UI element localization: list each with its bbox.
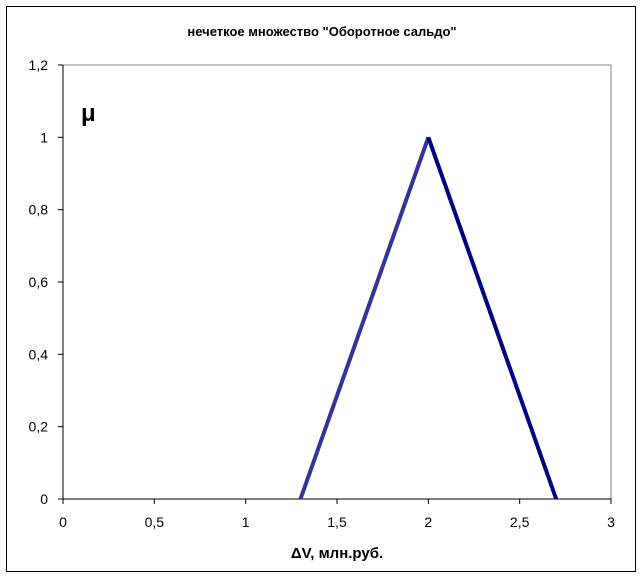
x-tick-label: 0 <box>59 514 67 530</box>
x-tick-label: 3 <box>607 514 615 530</box>
x-tick-label: 2 <box>424 514 432 530</box>
x-tick-label: 1,5 <box>327 514 347 530</box>
y-tick-label: 0,2 <box>29 419 49 435</box>
y-axis: 0 0,2 0,4 0,6 0,8 1 1,2 <box>29 57 64 507</box>
series-segment <box>298 136 431 500</box>
y-axis-label: μ <box>81 100 96 127</box>
y-tick-label: 1 <box>40 129 48 145</box>
series-segment <box>426 136 559 500</box>
chart-title: нечеткое множество "Оборотное сальдо" <box>187 24 456 39</box>
plot-area <box>62 64 612 500</box>
y-tick-label: 0,4 <box>29 346 49 362</box>
y-tick-label: 0,8 <box>29 202 49 218</box>
x-tick-label: 0,5 <box>145 514 165 530</box>
x-tick-label: 1 <box>242 514 250 530</box>
series-layer <box>298 136 559 500</box>
x-axis: 0 0,5 1 1,5 2 2,5 3 <box>59 498 615 530</box>
x-tick-label: 2,5 <box>510 514 530 530</box>
y-tick-label: 1,2 <box>29 57 49 73</box>
chart-frame <box>6 6 636 572</box>
y-tick-label: 0,6 <box>29 274 49 290</box>
x-axis-label: ΔV, млн.руб. <box>291 545 383 562</box>
y-tick-label: 0 <box>40 491 48 507</box>
